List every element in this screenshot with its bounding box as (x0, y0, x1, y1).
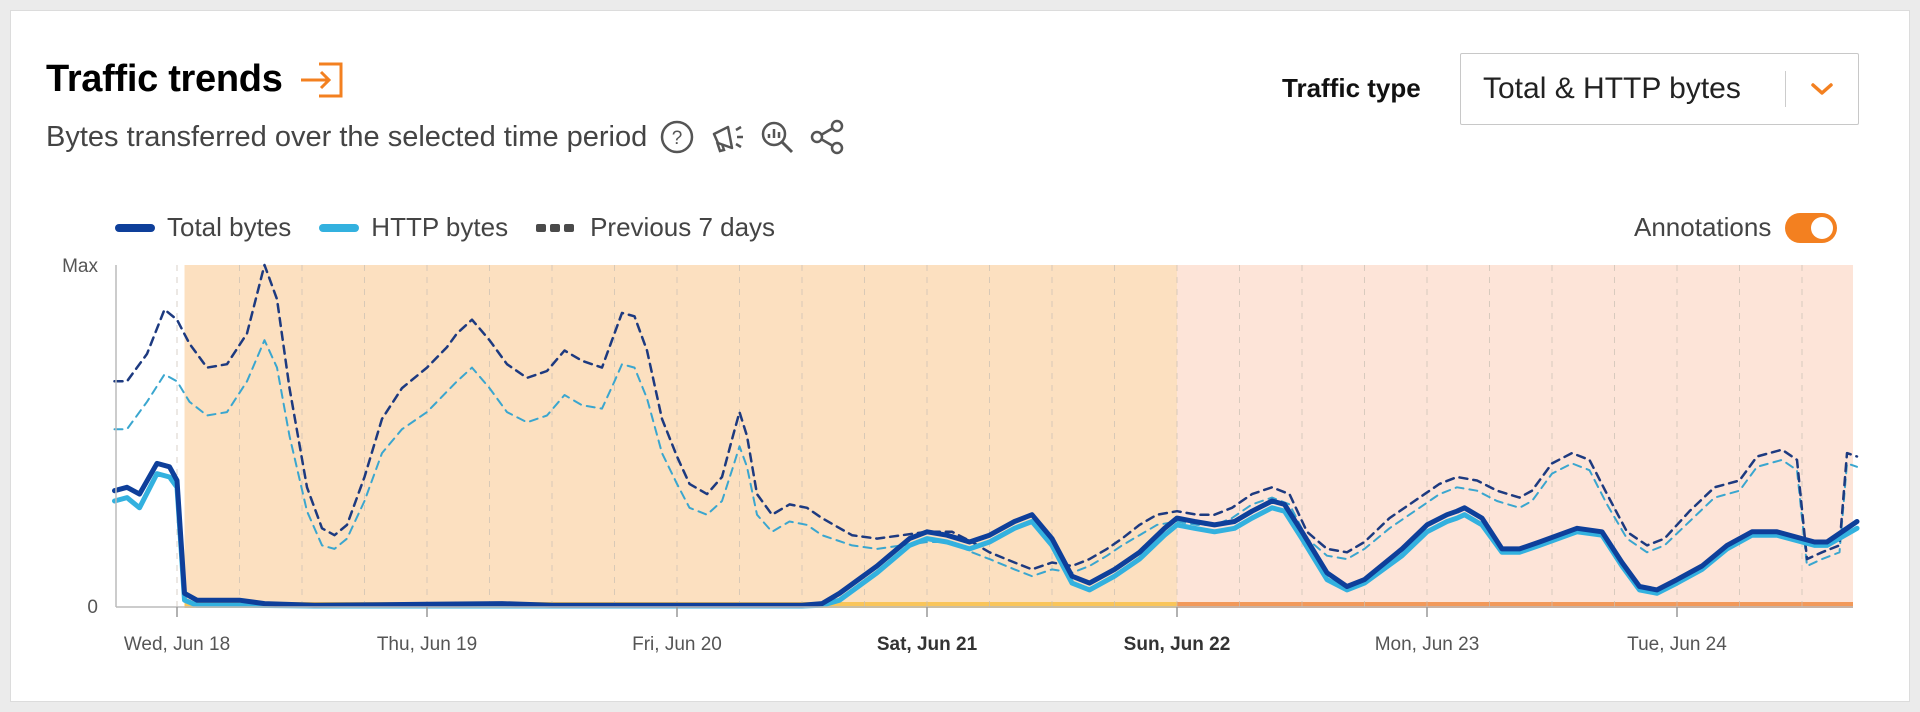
annotation-region-1 (1177, 265, 1853, 607)
select-divider (1785, 71, 1786, 107)
legend-label-previous: Previous 7 days (590, 212, 776, 242)
annotations-label: Annotations (1634, 212, 1772, 242)
legend-swatch-http (319, 223, 360, 232)
x-tick-label: Fri, Jun 20 (632, 634, 722, 655)
x-tick-label: Mon, Jun 23 (1375, 634, 1480, 655)
title-row: Traffic trends (46, 58, 347, 101)
annotation-bar-1 (1177, 602, 1853, 608)
legend-item-previous[interactable]: Previous 7 days (536, 212, 775, 243)
legend-swatch-previous (536, 223, 578, 232)
legend-label-http: HTTP bytes (371, 212, 509, 242)
annotations-toggle[interactable] (1785, 212, 1838, 243)
chart-legend: Total bytes HTTP bytes Previous 7 days (115, 212, 775, 243)
subtitle-row: Bytes transferred over the selected time… (46, 117, 847, 157)
toggle-knob (1811, 216, 1834, 239)
x-tick-label: Tue, Jun 24 (1627, 634, 1727, 655)
legend-swatch-total (115, 223, 155, 232)
y-label-zero: 0 (87, 597, 98, 618)
series-line-previous-7-days (113, 263, 1859, 571)
traffic-type-select[interactable]: Total & HTTP bytes (1460, 53, 1859, 125)
x-tick-label: Sat, Jun 21 (877, 634, 978, 655)
x-tick-label: Sun, Jun 22 (1124, 634, 1231, 655)
chevron-down-icon[interactable] (1786, 54, 1858, 124)
legend-item-total[interactable]: Total bytes (115, 212, 291, 243)
subtitle: Bytes transferred over the selected time… (46, 120, 648, 153)
series-line-previous-7-days-http- (113, 339, 1858, 578)
x-tick-label: Thu, Jun 19 (377, 634, 477, 655)
traffic-type-value: Total & HTTP bytes (1483, 72, 1741, 105)
svg-text:?: ? (672, 128, 683, 149)
x-tick-label: Wed, Jun 18 (124, 634, 230, 655)
legend-item-http[interactable]: HTTP bytes (319, 212, 508, 243)
series-line-total-bytes (112, 460, 1860, 608)
enter-icon[interactable] (297, 60, 347, 100)
megaphone-icon[interactable] (707, 117, 747, 157)
annotations-control: Annotations (1634, 212, 1838, 243)
share-icon[interactable] (807, 117, 847, 157)
legend-label-total: Total bytes (167, 212, 292, 242)
zoom-analytics-icon[interactable] (757, 117, 797, 157)
traffic-type-label: Traffic type (1282, 73, 1421, 103)
y-label-max: Max (62, 256, 98, 277)
annotation-region-0 (184, 265, 1177, 607)
help-icon[interactable]: ? (657, 117, 697, 157)
page-title: Traffic trends (46, 58, 283, 100)
